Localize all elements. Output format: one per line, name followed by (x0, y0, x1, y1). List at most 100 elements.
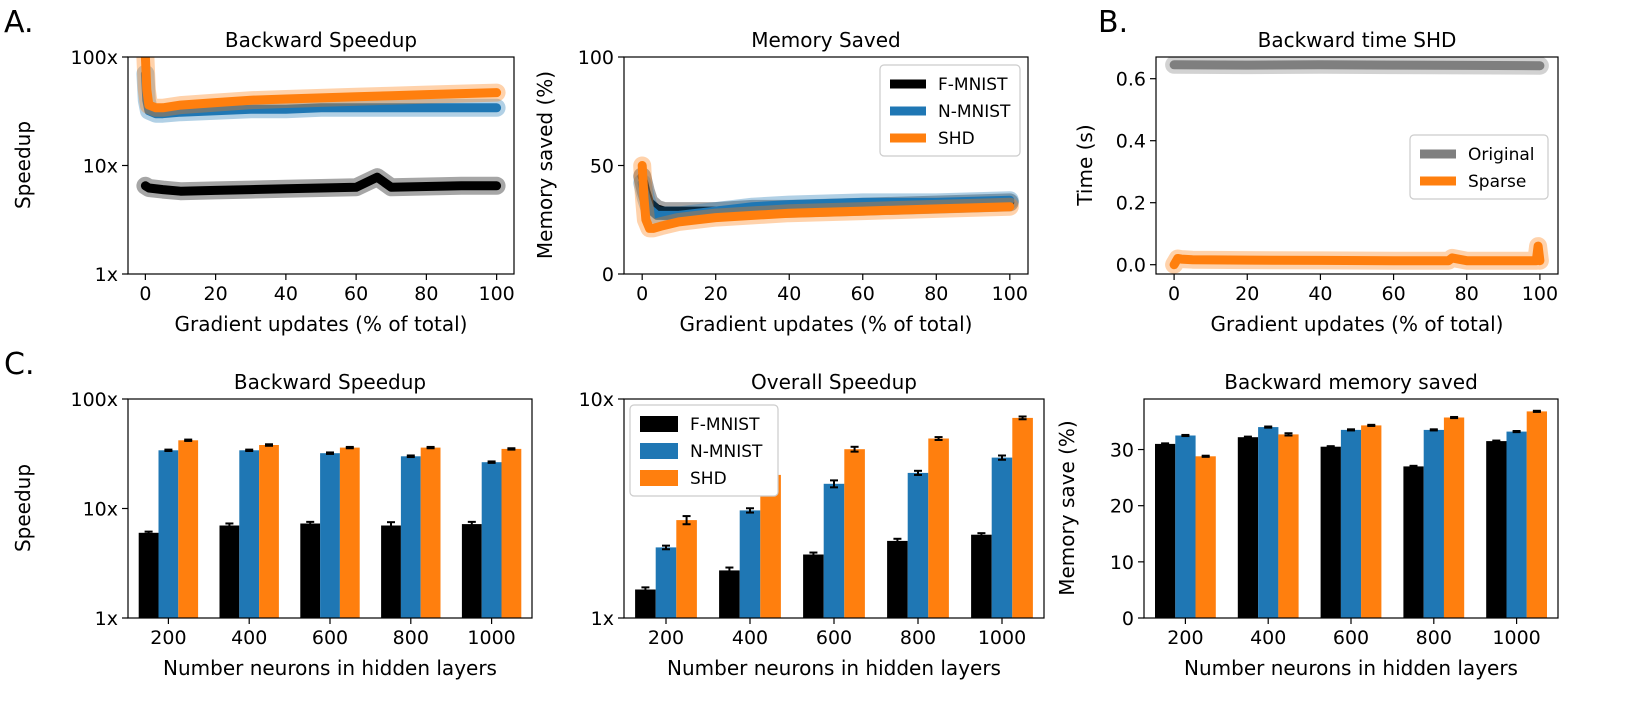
legend-label: N-MNIST (690, 442, 763, 462)
y-tick-label: 0 (1122, 608, 1134, 630)
y-tick-label: 10 (1110, 552, 1134, 574)
x-axis-label: Number neurons in hidden layers (1184, 656, 1518, 680)
x-tick-label: 800 (900, 627, 936, 649)
bar-n-mnist-200 (655, 547, 677, 618)
chart-title: Backward Speedup (225, 28, 417, 52)
y-tick-label: 0.2 (1116, 193, 1146, 215)
bar-n-mnist-200 (158, 450, 179, 618)
legend: F-MNIST N-MNIST SHD (879, 64, 1021, 157)
bar-f-mnist-200 (635, 589, 656, 618)
x-tick-label: 1000 (467, 627, 515, 649)
y-tick-label: 1x (95, 608, 118, 630)
bar-shd-1000 (501, 448, 522, 618)
bar-n-mnist-600 (1340, 429, 1362, 618)
chart-title: Backward memory saved (1224, 370, 1478, 394)
bar-shd-600 (339, 447, 360, 618)
bar-f-mnist-600 (300, 523, 321, 618)
bar-shd-600 (844, 449, 865, 618)
panel-letter-c: C. (4, 347, 34, 382)
y-axis-label: Memory save (%) (1055, 420, 1079, 595)
panel-overall-speedup-bars: 200 400 600 800 1000 Overall Speedup Number ne… (579, 370, 1045, 680)
x-tick-label: 40 (274, 283, 298, 305)
bar-shd-600 (1361, 425, 1382, 618)
plot-area (1165, 57, 1549, 274)
y-axis-label: Memory saved (%) (533, 71, 557, 259)
x-tick-label: 60 (344, 283, 368, 305)
chart-title: Overall Speedup (751, 370, 917, 394)
x-tick-label: 40 (777, 283, 801, 305)
bar-n-mnist-400 (1258, 427, 1279, 618)
bar-f-mnist-200 (1155, 443, 1176, 618)
bar-n-mnist-800 (1423, 429, 1444, 618)
panel-memory-saved-lines: Memory Saved Gradient updates (% of total… (533, 28, 1029, 336)
bar-n-mnist-600 (823, 483, 845, 618)
x-tick-label: 200 (648, 627, 684, 649)
x-tick-label: 0 (636, 283, 648, 305)
x-tick-label: 80 (414, 283, 438, 305)
bar-n-mnist-200 (1175, 435, 1196, 618)
bar-shd-1000 (1012, 417, 1033, 618)
axes-frame (1143, 398, 1559, 619)
bar-f-mnist-400 (1237, 437, 1259, 618)
chart-title: Memory Saved (751, 28, 900, 52)
bar-shd-1000 (1526, 411, 1547, 618)
legend-label: SHD (938, 129, 975, 149)
x-tick-label: 800 (1416, 627, 1452, 649)
x-tick-label: 400 (732, 627, 768, 649)
x-tick-label: 200 (150, 627, 186, 649)
y-tick-label: 10x (579, 389, 614, 411)
bar-shd-200 (676, 520, 697, 618)
panel-letter-a: A. (4, 5, 34, 40)
bar-shd-800 (420, 447, 441, 618)
bar-shd-200 (178, 440, 199, 618)
bar-f-mnist-1000 (971, 534, 992, 618)
y-tick-label: 0 (602, 264, 614, 286)
legend-label: Original (1468, 145, 1535, 165)
legend-label: SHD (690, 469, 727, 489)
x-tick-label: 20 (204, 283, 228, 305)
plot-area (633, 156, 1019, 238)
x-tick-label: 60 (851, 283, 875, 305)
x-tick-label: 800 (393, 627, 429, 649)
x-tick-label: 80 (1455, 283, 1479, 305)
legend: Original Sparse (1409, 134, 1549, 200)
bar-shd-400 (760, 474, 781, 618)
y-tick-label: 0.0 (1116, 255, 1146, 277)
x-tick-label: 80 (924, 283, 948, 305)
bar-n-mnist-400 (239, 450, 260, 618)
bar-shd-800 (1443, 417, 1465, 618)
x-tick-label: 0 (139, 283, 151, 305)
y-tick-label: 10x (83, 499, 118, 521)
series-line-original (1169, 60, 1545, 71)
x-axis-label: Gradient updates (% of total) (175, 312, 468, 336)
bar-f-mnist-1000 (1486, 441, 1507, 618)
x-tick-label: 600 (312, 627, 348, 649)
series-line-shd (637, 161, 1015, 233)
legend-label: F-MNIST (690, 415, 760, 435)
legend-swatch (640, 470, 678, 486)
legend-label: Sparse (1468, 172, 1526, 192)
y-tick-label: 100 (578, 47, 614, 69)
x-axis-label: Gradient updates (% of total) (680, 312, 973, 336)
bar-n-mnist-400 (739, 510, 761, 618)
y-axis-label: Speedup (11, 464, 35, 552)
bar-f-mnist-600 (1320, 446, 1341, 618)
chart-title: Backward time SHD (1258, 28, 1457, 52)
axes-frame (623, 398, 1045, 619)
bar-n-mnist-1000 (991, 457, 1013, 618)
y-tick-label: 1x (591, 608, 614, 630)
bar-shd-400 (259, 445, 279, 618)
series-line-n-mnist (140, 69, 502, 119)
x-tick-label: 1000 (1492, 627, 1540, 649)
series-line-sparse (1169, 241, 1545, 270)
bar-shd-800 (928, 438, 949, 618)
axes-frame (1155, 56, 1559, 275)
bar-f-mnist-800 (887, 540, 908, 618)
bar-n-mnist-1000 (481, 462, 502, 618)
bar-n-mnist-1000 (1506, 431, 1527, 618)
legend-swatch (640, 416, 678, 432)
x-tick-label: 400 (231, 627, 267, 649)
legend-swatch (640, 443, 678, 459)
